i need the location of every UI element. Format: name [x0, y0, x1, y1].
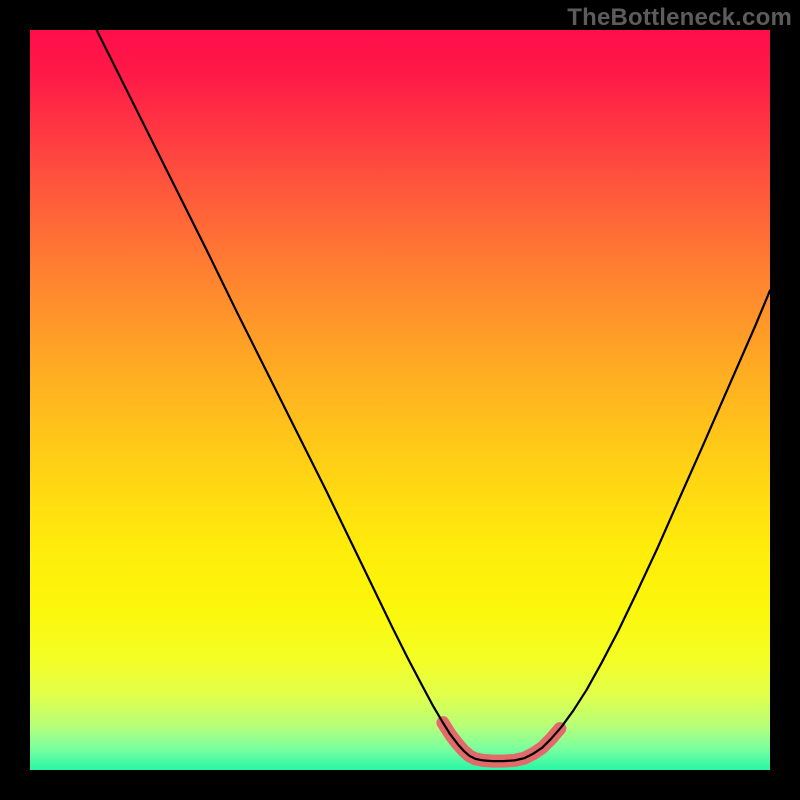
chart-svg — [0, 0, 800, 800]
plot-background — [30, 30, 770, 770]
watermark-text: TheBottleneck.com — [567, 4, 792, 32]
chart-frame: TheBottleneck.com — [0, 0, 800, 800]
